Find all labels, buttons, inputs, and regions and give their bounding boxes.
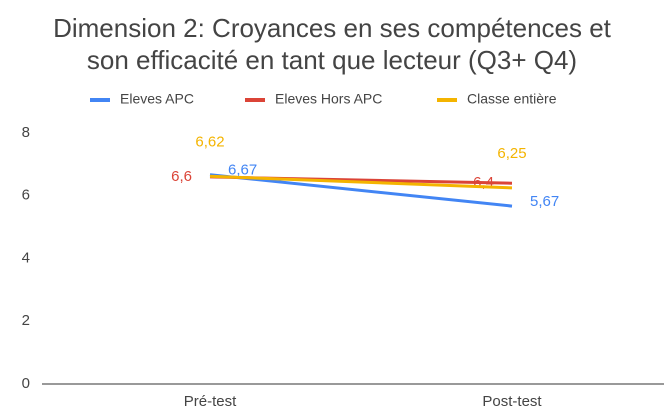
data-label: 6,62	[195, 133, 224, 150]
y-tick-label: 2	[22, 312, 30, 329]
line-series	[209, 174, 513, 190]
legend-label: Eleves Hors APC	[275, 91, 382, 107]
y-tick-label: 8	[22, 124, 30, 141]
data-label: 6,67	[228, 162, 257, 179]
x-tick-label: Post-test	[482, 393, 542, 410]
legend-label: Eleves APC	[120, 91, 194, 107]
y-tick-label: 6	[22, 187, 30, 204]
legend-label: Classe entière	[467, 91, 557, 107]
line-series	[209, 173, 513, 208]
x-tick-label: Pré-test	[184, 393, 237, 410]
data-label: 6,25	[497, 145, 526, 162]
data-label: 6,4	[473, 174, 494, 191]
data-label: 5,67	[530, 193, 559, 210]
chart-title: Dimension 2: Croyances en ses compétence…	[53, 13, 612, 43]
chart-title: son efficacité en tant que lecteur (Q3+ …	[87, 45, 577, 75]
y-tick-label: 0	[22, 375, 30, 392]
data-label: 6,6	[171, 168, 192, 185]
y-tick-label: 4	[22, 249, 30, 266]
